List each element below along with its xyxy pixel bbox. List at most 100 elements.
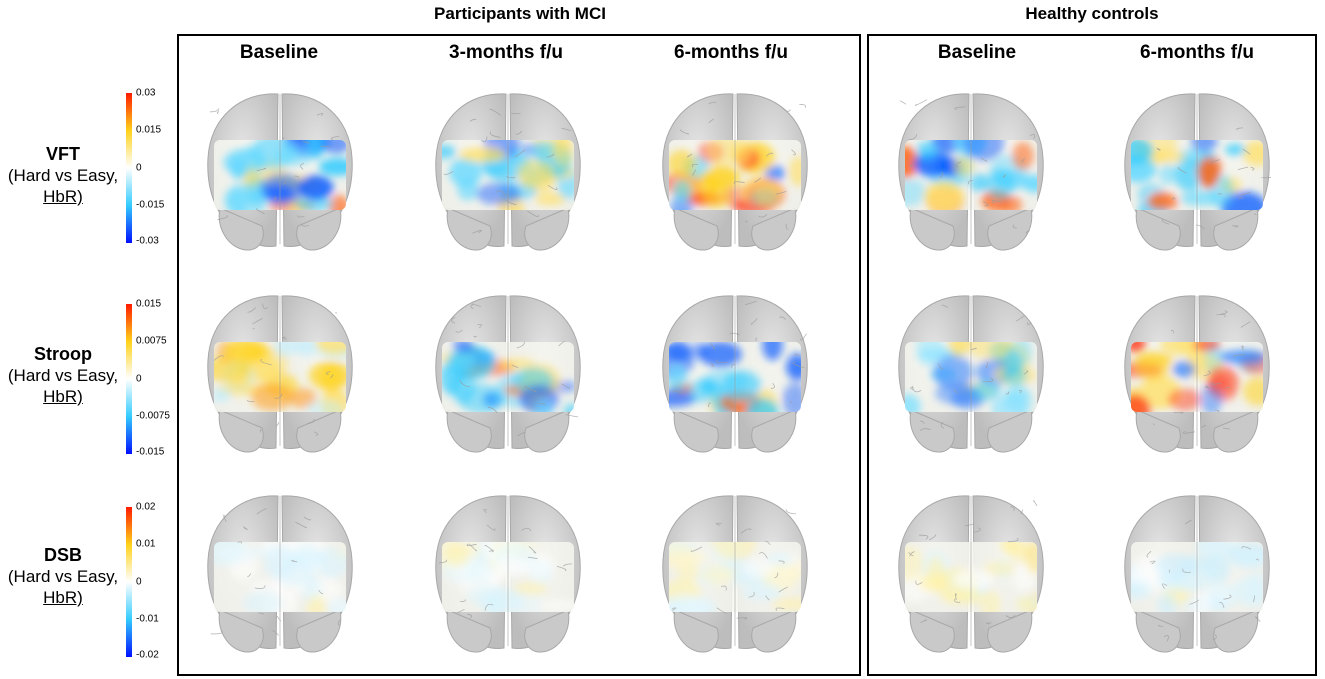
row-signal-dsb: HbR) bbox=[43, 588, 83, 607]
column-title-hc-baseline: Baseline bbox=[937, 42, 1017, 63]
column-title-mci-baseline: Baseline bbox=[239, 42, 319, 63]
left-temporal-lobe bbox=[446, 609, 492, 653]
row-label-vft: VFT (Hard vs Easy, HbR) bbox=[0, 144, 126, 207]
colorbar-vft: 0.03 0.015 0 -0.015 -0.03 bbox=[126, 88, 166, 247]
left-temporal-lobe bbox=[673, 409, 719, 453]
row-condition-vft: (Hard vs Easy, bbox=[7, 166, 119, 185]
gyri-lines bbox=[209, 94, 340, 244]
brain-map-dsb-mci-3months bbox=[435, 495, 581, 653]
gyri-lines bbox=[451, 296, 579, 446]
left-temporal-lobe bbox=[218, 207, 264, 251]
colorbar-dsb: 0.02 0.01 0 -0.01 -0.02 bbox=[126, 502, 166, 661]
brain-map-dsb-mci-6months bbox=[662, 495, 808, 653]
colorbar-vft-tick: 0 bbox=[136, 162, 142, 174]
activation-overlay bbox=[442, 542, 574, 612]
right-temporal-lobe bbox=[1213, 409, 1259, 453]
column-title-mci-3months: 3-months f/u bbox=[449, 42, 563, 63]
right-temporal-lobe bbox=[296, 207, 342, 251]
activation-overlay bbox=[1131, 140, 1263, 210]
healthy-panel-frame bbox=[867, 34, 1317, 676]
row-condition-stroop: (Hard vs Easy, bbox=[7, 366, 119, 385]
gyri-lines bbox=[1146, 496, 1261, 646]
left-temporal-lobe bbox=[1135, 409, 1181, 453]
gyri-lines bbox=[443, 94, 572, 244]
gyri-lines bbox=[908, 496, 1038, 646]
brain-map-vft-mci-baseline bbox=[207, 93, 353, 251]
colorbar-stroop-tick: 0.015 bbox=[136, 298, 162, 310]
colorbar-vft-tick: 0.015 bbox=[136, 124, 162, 136]
colorbar-stroop-tick: 0 bbox=[136, 373, 142, 385]
colorbar-vft-gradient bbox=[126, 93, 132, 243]
brain-map-vft-hc-baseline bbox=[898, 93, 1044, 251]
group-title-healthy: Healthy controls bbox=[1025, 4, 1159, 23]
colorbar-dsb-tick: -0.02 bbox=[136, 649, 159, 661]
gyri-lines bbox=[1156, 94, 1272, 244]
left-temporal-lobe bbox=[909, 409, 955, 453]
gyri-lines bbox=[679, 94, 807, 244]
activation-overlay bbox=[905, 542, 1037, 612]
left-temporal-lobe bbox=[218, 609, 264, 653]
gyri-lines bbox=[213, 296, 338, 446]
left-temporal-lobe bbox=[909, 609, 955, 653]
colorbar-stroop-gradient bbox=[126, 304, 132, 454]
right-temporal-lobe bbox=[987, 409, 1033, 453]
colorbar-dsb-tick: 0.01 bbox=[136, 538, 156, 550]
colorbar-dsb-gradient bbox=[126, 507, 132, 657]
row-label-dsb: DSB (Hard vs Easy, HbR) bbox=[0, 545, 126, 608]
activation-overlay bbox=[214, 542, 346, 612]
activation-overlay bbox=[669, 342, 801, 412]
gyri-lines bbox=[671, 496, 797, 646]
colorbar-vft-tick: -0.03 bbox=[136, 235, 159, 247]
right-temporal-lobe bbox=[524, 409, 570, 453]
gyri-lines bbox=[910, 296, 1032, 446]
colorbar-stroop: 0.015 0.0075 0 -0.0075 -0.015 bbox=[126, 299, 172, 458]
gyri-lines bbox=[210, 496, 341, 646]
row-label-stroop: Stroop (Hard vs Easy, HbR) bbox=[0, 344, 126, 407]
right-temporal-lobe bbox=[987, 609, 1033, 653]
left-temporal-lobe bbox=[446, 409, 492, 453]
row-task-stroop: Stroop bbox=[34, 344, 92, 364]
brain-map-stroop-mci-3months bbox=[435, 295, 581, 453]
mci-panel-frame bbox=[177, 34, 861, 676]
left-temporal-lobe bbox=[909, 207, 955, 251]
brain-map-vft-mci-6months bbox=[662, 93, 808, 251]
right-temporal-lobe bbox=[524, 609, 570, 653]
colorbar-vft-tick: 0.03 bbox=[136, 87, 156, 99]
right-temporal-lobe bbox=[751, 609, 797, 653]
brain-map-dsb-hc-6months bbox=[1124, 495, 1270, 653]
row-signal-stroop: HbR) bbox=[43, 387, 83, 406]
gyri-lines bbox=[899, 94, 1035, 244]
brain-map-dsb-mci-baseline bbox=[207, 495, 353, 653]
right-temporal-lobe bbox=[296, 609, 342, 653]
left-temporal-lobe bbox=[446, 207, 492, 251]
left-temporal-lobe bbox=[673, 609, 719, 653]
brain-map-vft-mci-3months bbox=[435, 93, 581, 251]
brain-map-vft-hc-6months bbox=[1124, 93, 1272, 251]
right-temporal-lobe bbox=[296, 409, 342, 453]
brain-map-stroop-mci-6months bbox=[662, 295, 808, 453]
brain-map-dsb-hc-baseline bbox=[898, 495, 1044, 653]
colorbar-dsb-tick: -0.01 bbox=[136, 613, 159, 625]
activation-overlay bbox=[1131, 342, 1263, 412]
brain-map-stroop-hc-baseline bbox=[898, 295, 1044, 453]
group-title-mci: Participants with MCI bbox=[434, 4, 606, 23]
brain-map-stroop-hc-6months bbox=[1124, 295, 1270, 453]
right-temporal-lobe bbox=[1213, 207, 1259, 251]
activation-overlay bbox=[442, 342, 574, 412]
left-temporal-lobe bbox=[218, 409, 264, 453]
brain-map-stroop-mci-baseline bbox=[207, 295, 353, 453]
right-temporal-lobe bbox=[1213, 609, 1259, 653]
colorbar-vft-tick: -0.015 bbox=[136, 199, 165, 211]
right-temporal-lobe bbox=[987, 207, 1033, 251]
activation-overlay bbox=[1131, 542, 1263, 612]
colorbar-stroop-tick: 0.0075 bbox=[136, 335, 167, 347]
left-temporal-lobe bbox=[1135, 609, 1181, 653]
right-temporal-lobe bbox=[751, 409, 797, 453]
right-temporal-lobe bbox=[751, 207, 797, 251]
row-signal-vft: HbR) bbox=[43, 187, 83, 206]
gyri-lines bbox=[672, 296, 807, 446]
row-condition-dsb: (Hard vs Easy, bbox=[7, 567, 119, 586]
right-temporal-lobe bbox=[524, 207, 570, 251]
colorbar-stroop-tick: -0.015 bbox=[136, 446, 165, 458]
gyri-lines bbox=[1152, 296, 1251, 446]
